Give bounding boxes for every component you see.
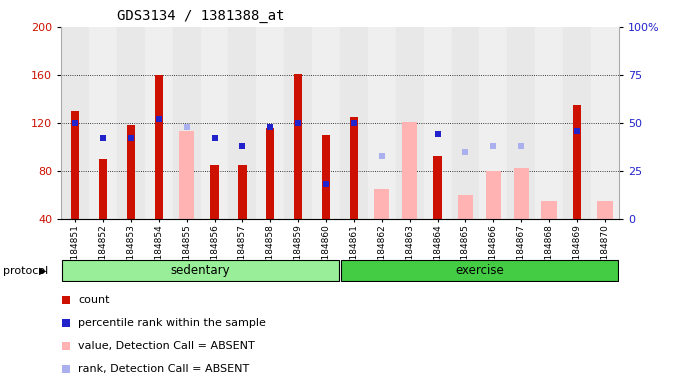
Bar	[154, 75, 163, 219]
Bar	[340, 27, 368, 219]
Text: GDS3134 / 1381388_at: GDS3134 / 1381388_at	[117, 9, 284, 23]
Bar	[458, 195, 473, 219]
Bar	[452, 27, 479, 219]
Text: value, Detection Call = ABSENT: value, Detection Call = ABSENT	[78, 341, 255, 351]
Bar	[173, 27, 201, 219]
Bar	[238, 165, 247, 219]
Bar	[541, 201, 557, 219]
Bar	[341, 260, 618, 281]
Bar	[563, 27, 591, 219]
Bar	[396, 27, 424, 219]
Text: percentile rank within the sample: percentile rank within the sample	[78, 318, 266, 328]
Bar	[201, 27, 228, 219]
Bar	[210, 165, 219, 219]
Bar	[89, 27, 117, 219]
Bar	[145, 27, 173, 219]
Bar	[424, 27, 452, 219]
Bar	[573, 105, 581, 219]
Bar	[374, 189, 390, 219]
Text: exercise: exercise	[455, 264, 504, 277]
Bar	[99, 159, 107, 219]
Bar	[433, 157, 442, 219]
Bar	[591, 27, 619, 219]
Text: count: count	[78, 295, 109, 305]
Bar	[266, 127, 275, 219]
Bar	[350, 117, 358, 219]
Bar	[117, 27, 145, 219]
Text: sedentary: sedentary	[171, 264, 231, 277]
Bar	[402, 122, 418, 219]
Bar	[368, 27, 396, 219]
Bar	[256, 27, 284, 219]
Bar	[71, 111, 80, 219]
Bar	[479, 27, 507, 219]
Bar	[284, 27, 312, 219]
Bar	[322, 135, 330, 219]
Bar	[486, 171, 501, 219]
Bar	[507, 27, 535, 219]
Bar	[62, 260, 339, 281]
Bar	[179, 131, 194, 219]
Text: rank, Detection Call = ABSENT: rank, Detection Call = ABSENT	[78, 364, 249, 374]
Bar	[294, 74, 303, 219]
Bar	[513, 169, 529, 219]
Bar	[312, 27, 340, 219]
Bar	[126, 125, 135, 219]
Bar	[228, 27, 256, 219]
Text: ▶: ▶	[39, 266, 46, 276]
Bar	[535, 27, 563, 219]
Bar	[61, 27, 89, 219]
Bar	[597, 201, 613, 219]
Text: protocol: protocol	[3, 266, 49, 276]
